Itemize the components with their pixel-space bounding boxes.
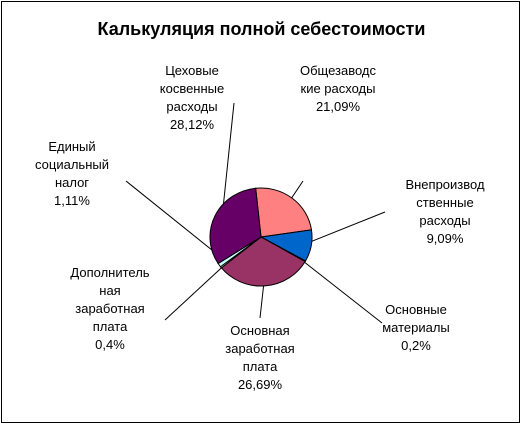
slice-label-5: Единый социальный налог 1,11% bbox=[35, 139, 109, 208]
slice-label-2: Основные материалы 0,2% bbox=[382, 302, 450, 353]
leader-line-4 bbox=[164, 262, 228, 321]
leader-line-2 bbox=[298, 257, 383, 324]
leader-line-1 bbox=[303, 211, 386, 246]
leader-line-5 bbox=[125, 180, 226, 262]
slice-label-1: Внепроизвод ственные расходы 9,09% bbox=[405, 177, 485, 246]
slice-label-4: Дополнитель ная заработная плата 0,4% bbox=[70, 265, 150, 352]
slice-label-3: Основная заработная плата 26,69% bbox=[225, 323, 295, 392]
pie-slice-6 bbox=[209, 187, 262, 265]
slice-label-0: Общезаводс кие расходы 21,09% bbox=[299, 63, 377, 114]
slice-label-6: Цеховые косвенные расходы 28,12% bbox=[159, 63, 225, 132]
pie-slice-3 bbox=[220, 236, 306, 287]
pie-slice-0 bbox=[255, 187, 313, 238]
leader-lines bbox=[125, 102, 386, 324]
pie-slices bbox=[209, 187, 313, 287]
chart-title: Калькуляция полной себестоимости bbox=[97, 19, 426, 39]
leader-line-6 bbox=[221, 102, 235, 220]
